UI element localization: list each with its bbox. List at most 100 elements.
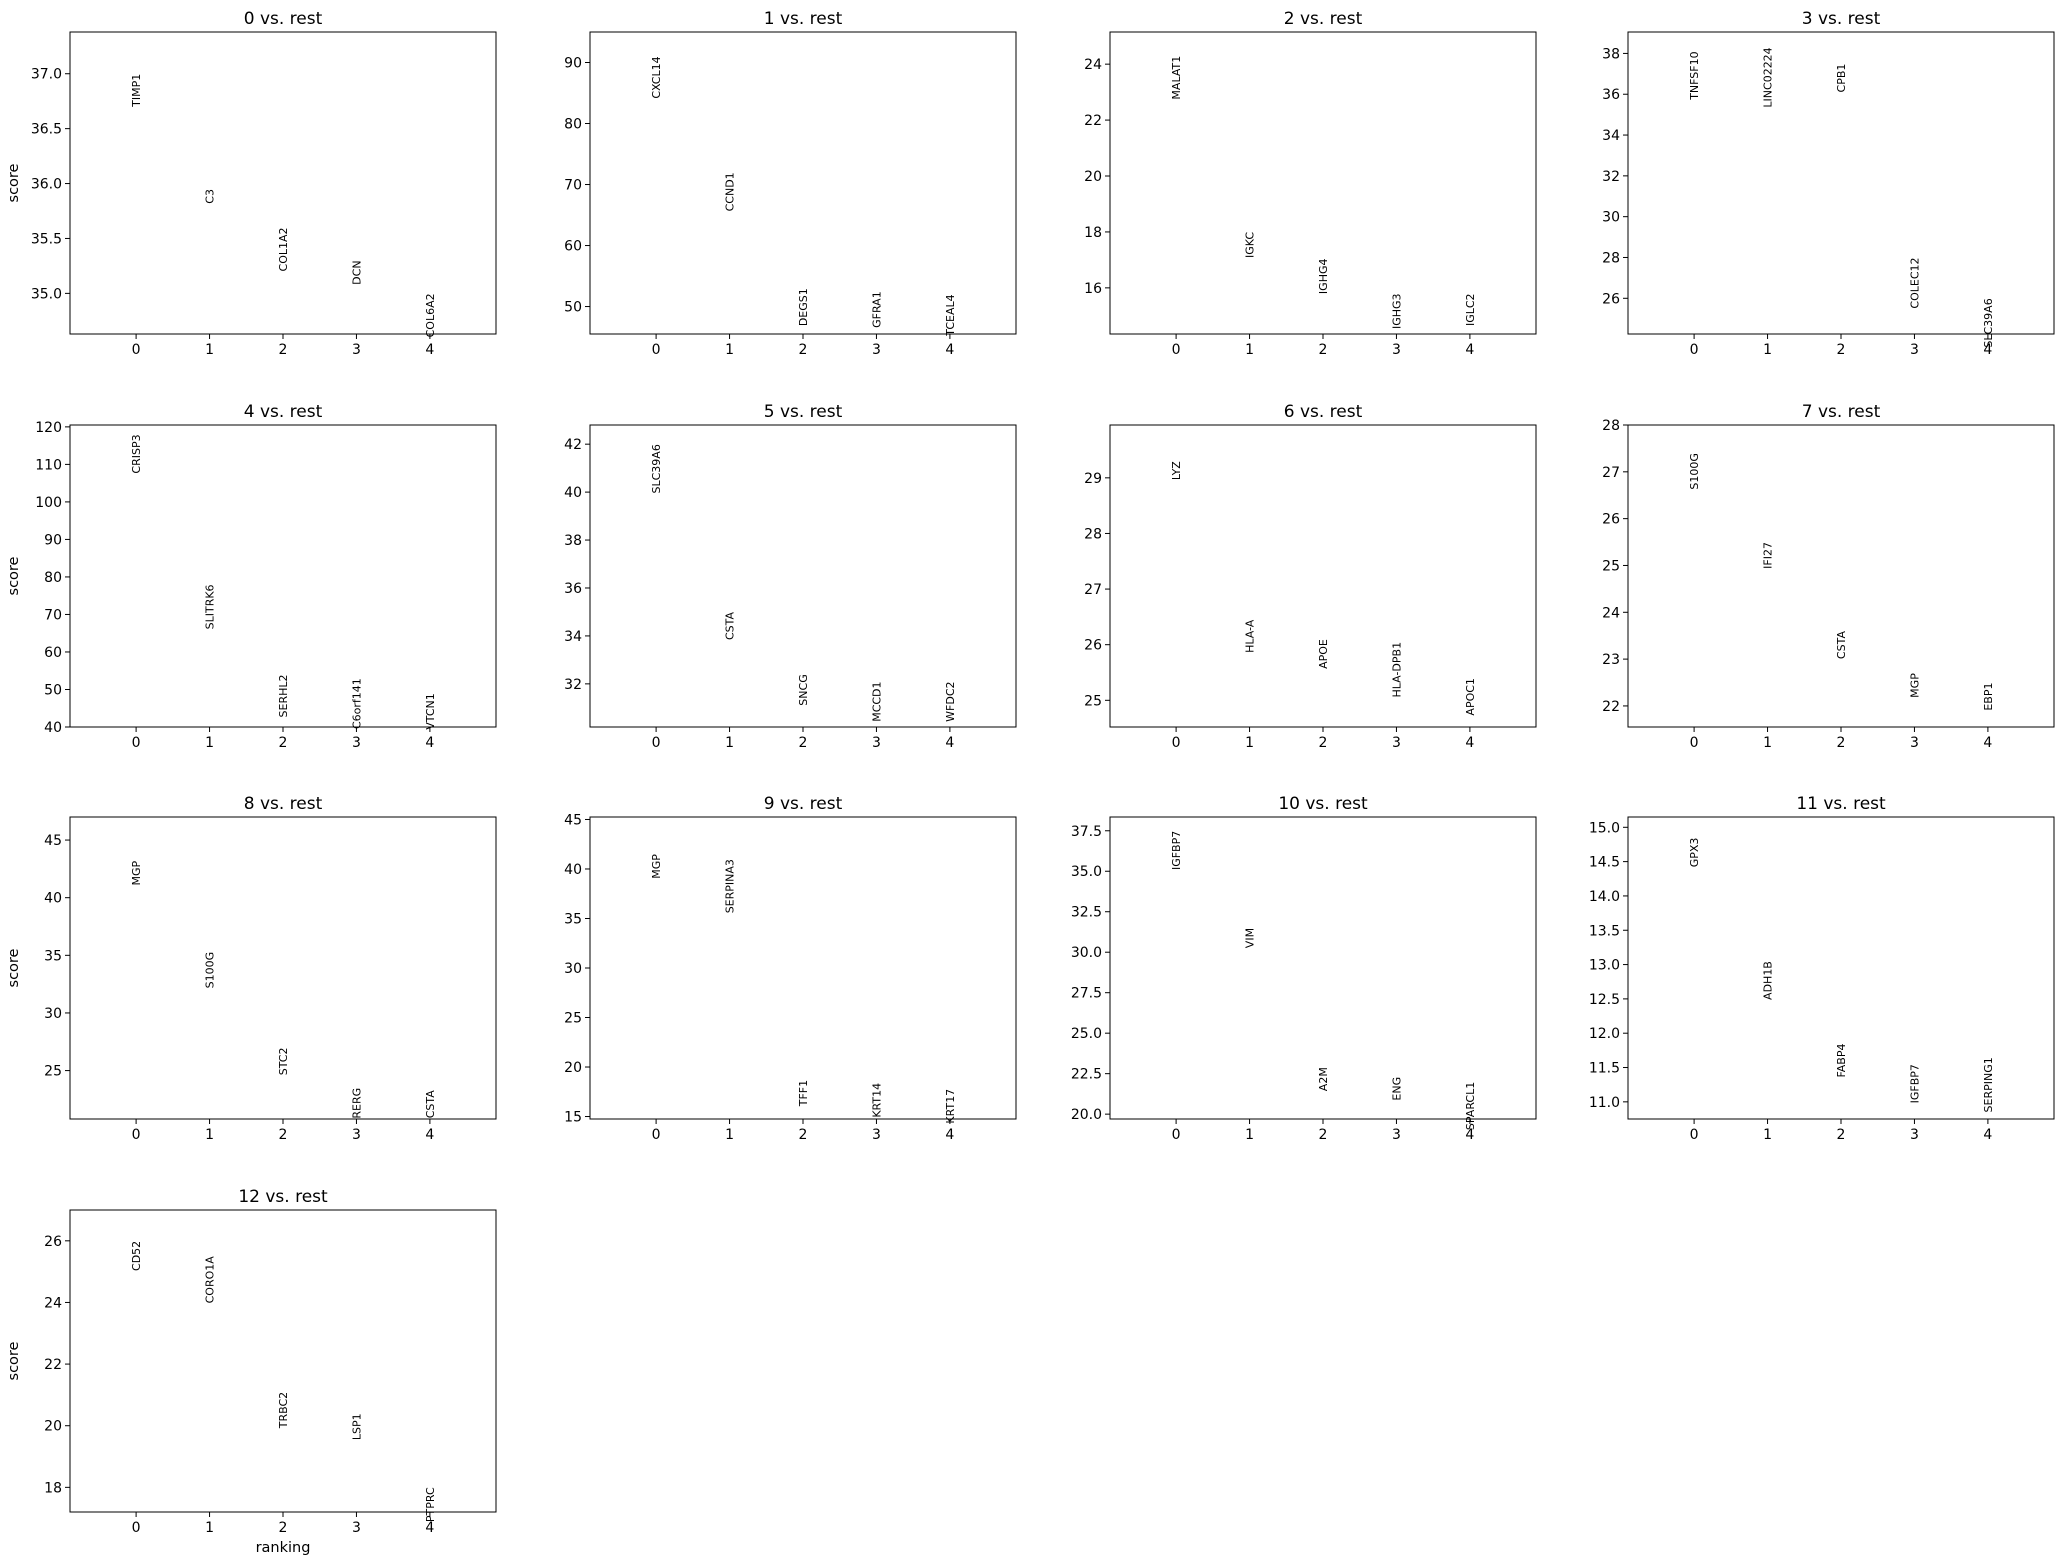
- y-tick-label: 30: [1602, 210, 1620, 226]
- gene-label-tff1: TFF1: [797, 1080, 810, 1107]
- gene-label-cxcl14: CXCL14: [650, 56, 663, 98]
- gene-label-ptprc: PTPRC: [424, 1487, 437, 1522]
- x-tick-label: 3: [1392, 735, 1401, 751]
- x-tick-label: 3: [352, 1127, 361, 1143]
- gene-label-col6a2: COL6A2: [424, 293, 437, 337]
- x-tick-label: 2: [799, 342, 808, 358]
- x-tick-label: 1: [725, 735, 734, 751]
- x-tick-label: 4: [945, 735, 954, 751]
- panel-title: 11 vs. rest: [1796, 794, 1886, 814]
- gene-label-crisp3: CRISP3: [130, 434, 143, 473]
- gene-label-c6orf141: C6orf141: [350, 678, 363, 729]
- gene-label-igfbp7: IGFBP7: [1908, 1064, 1921, 1103]
- x-tick-label: 3: [1910, 735, 1919, 751]
- gene-label-a2m: A2M: [1317, 1067, 1330, 1091]
- panel-frame: [589, 424, 1017, 728]
- x-tick-label: 4: [425, 342, 434, 358]
- panel-2: 2 vs. rest 0 1 2 3 4 16 18 20 22 24 MALAT1 IGKC IGHG4…: [1084, 9, 1537, 358]
- gene-label-dcn: DCN: [350, 260, 363, 284]
- panel-title: 5 vs. rest: [764, 402, 843, 422]
- x-tick-label: 1: [1763, 342, 1772, 358]
- gene-label-mgp: MGP: [130, 860, 143, 885]
- x-tick-label: 0: [132, 735, 141, 751]
- y-tick-label: 40: [564, 485, 582, 501]
- gene-label-serhl2: SERHL2: [277, 674, 290, 717]
- x-tick-label: 2: [279, 735, 288, 751]
- gene-label-gpx3: GPX3: [1688, 838, 1701, 868]
- y-tick-label: 30.0: [1071, 945, 1102, 961]
- x-tick-label: 2: [279, 342, 288, 358]
- gene-label-ighg4: IGHG4: [1317, 258, 1330, 294]
- x-tick-label: 4: [1465, 342, 1474, 358]
- y-tick-label: 38: [1602, 46, 1620, 62]
- y-tick-label: 28: [1084, 526, 1102, 542]
- gene-label-tceal4: TCEAL4: [944, 294, 957, 336]
- gene-label-hla-dpb1: HLA-DPB1: [1390, 642, 1403, 698]
- x-tick-label: 2: [279, 1127, 288, 1143]
- y-tick-label: 25.0: [1071, 1026, 1102, 1042]
- y-tick-label: 26: [1084, 638, 1102, 654]
- panel-frame: [1109, 816, 1537, 1120]
- y-tick-label: 28: [1602, 250, 1620, 266]
- y-axis-label: score: [6, 163, 22, 202]
- y-tick-label: 70: [564, 178, 582, 194]
- x-tick-label: 3: [1392, 1127, 1401, 1143]
- x-tick-label: 4: [945, 1127, 954, 1143]
- gene-label-ccnd1: CCND1: [724, 172, 737, 211]
- y-tick-label: 40: [44, 891, 62, 907]
- y-tick-label: 11.5: [1589, 1061, 1620, 1077]
- x-tick-label: 0: [652, 1127, 661, 1143]
- y-tick-label: 40: [564, 862, 582, 878]
- gene-label-mgp: MGP: [1908, 673, 1921, 698]
- panel-frame: [69, 424, 497, 728]
- y-tick-label: 25: [44, 1064, 62, 1080]
- gene-label-igkc: IGKC: [1244, 232, 1257, 258]
- x-tick-label: 1: [1763, 1127, 1772, 1143]
- y-tick-label: 35.5: [31, 231, 62, 247]
- y-tick-label: 42: [564, 437, 582, 453]
- y-tick-label: 36: [1602, 87, 1620, 103]
- y-tick-label: 34: [564, 629, 582, 645]
- gene-label-mgp: MGP: [650, 854, 663, 879]
- panel-frame: [1627, 424, 2055, 728]
- gene-label-sparcl1: SPARCL1: [1464, 1082, 1477, 1130]
- y-axis-label: score: [6, 948, 22, 987]
- panel-1: 1 vs. rest 0 1 2 3 4 50 60 70 80 90 CXCL14 CCND1 DEGS…: [564, 9, 1017, 358]
- x-tick-label: 2: [1837, 735, 1846, 751]
- y-tick-label: 50: [44, 682, 62, 698]
- x-tick-label: 0: [1690, 342, 1699, 358]
- x-tick-label: 0: [132, 342, 141, 358]
- x-tick-label: 1: [725, 342, 734, 358]
- x-tick-label: 2: [799, 1127, 808, 1143]
- y-tick-label: 14.0: [1589, 889, 1620, 905]
- x-tick-label: 0: [1690, 735, 1699, 751]
- y-tick-label: 25: [1602, 558, 1620, 574]
- y-tick-label: 50: [564, 300, 582, 316]
- x-tick-label: 0: [1172, 342, 1181, 358]
- y-tick-label: 20.0: [1071, 1107, 1102, 1123]
- y-tick-label: 90: [564, 56, 582, 72]
- x-tick-label: 3: [352, 1520, 361, 1536]
- panel-frame: [589, 816, 1017, 1120]
- x-tick-label: 2: [1837, 342, 1846, 358]
- y-tick-label: 22.5: [1071, 1067, 1102, 1083]
- y-tick-label: 22: [44, 1357, 62, 1373]
- y-tick-label: 90: [44, 532, 62, 548]
- y-tick-label: 80: [44, 570, 62, 586]
- panel-title: 3 vs. rest: [1802, 9, 1881, 29]
- y-tick-label: 12.0: [1589, 1026, 1620, 1042]
- gene-label-slc39a6: SLC39A6: [650, 444, 663, 493]
- panel-frame: [69, 1209, 497, 1513]
- x-tick-label: 0: [132, 1127, 141, 1143]
- y-tick-label: 24: [1602, 605, 1620, 621]
- y-tick-label: 80: [564, 117, 582, 133]
- gene-label-vtcn1: VTCN1: [424, 693, 437, 730]
- x-tick-label: 1: [205, 735, 214, 751]
- y-tick-label: 32: [564, 677, 582, 693]
- x-tick-label: 4: [945, 342, 954, 358]
- y-tick-label: 11.0: [1589, 1095, 1620, 1111]
- y-tick-label: 37.0: [31, 67, 62, 83]
- y-tick-label: 25: [564, 1011, 582, 1027]
